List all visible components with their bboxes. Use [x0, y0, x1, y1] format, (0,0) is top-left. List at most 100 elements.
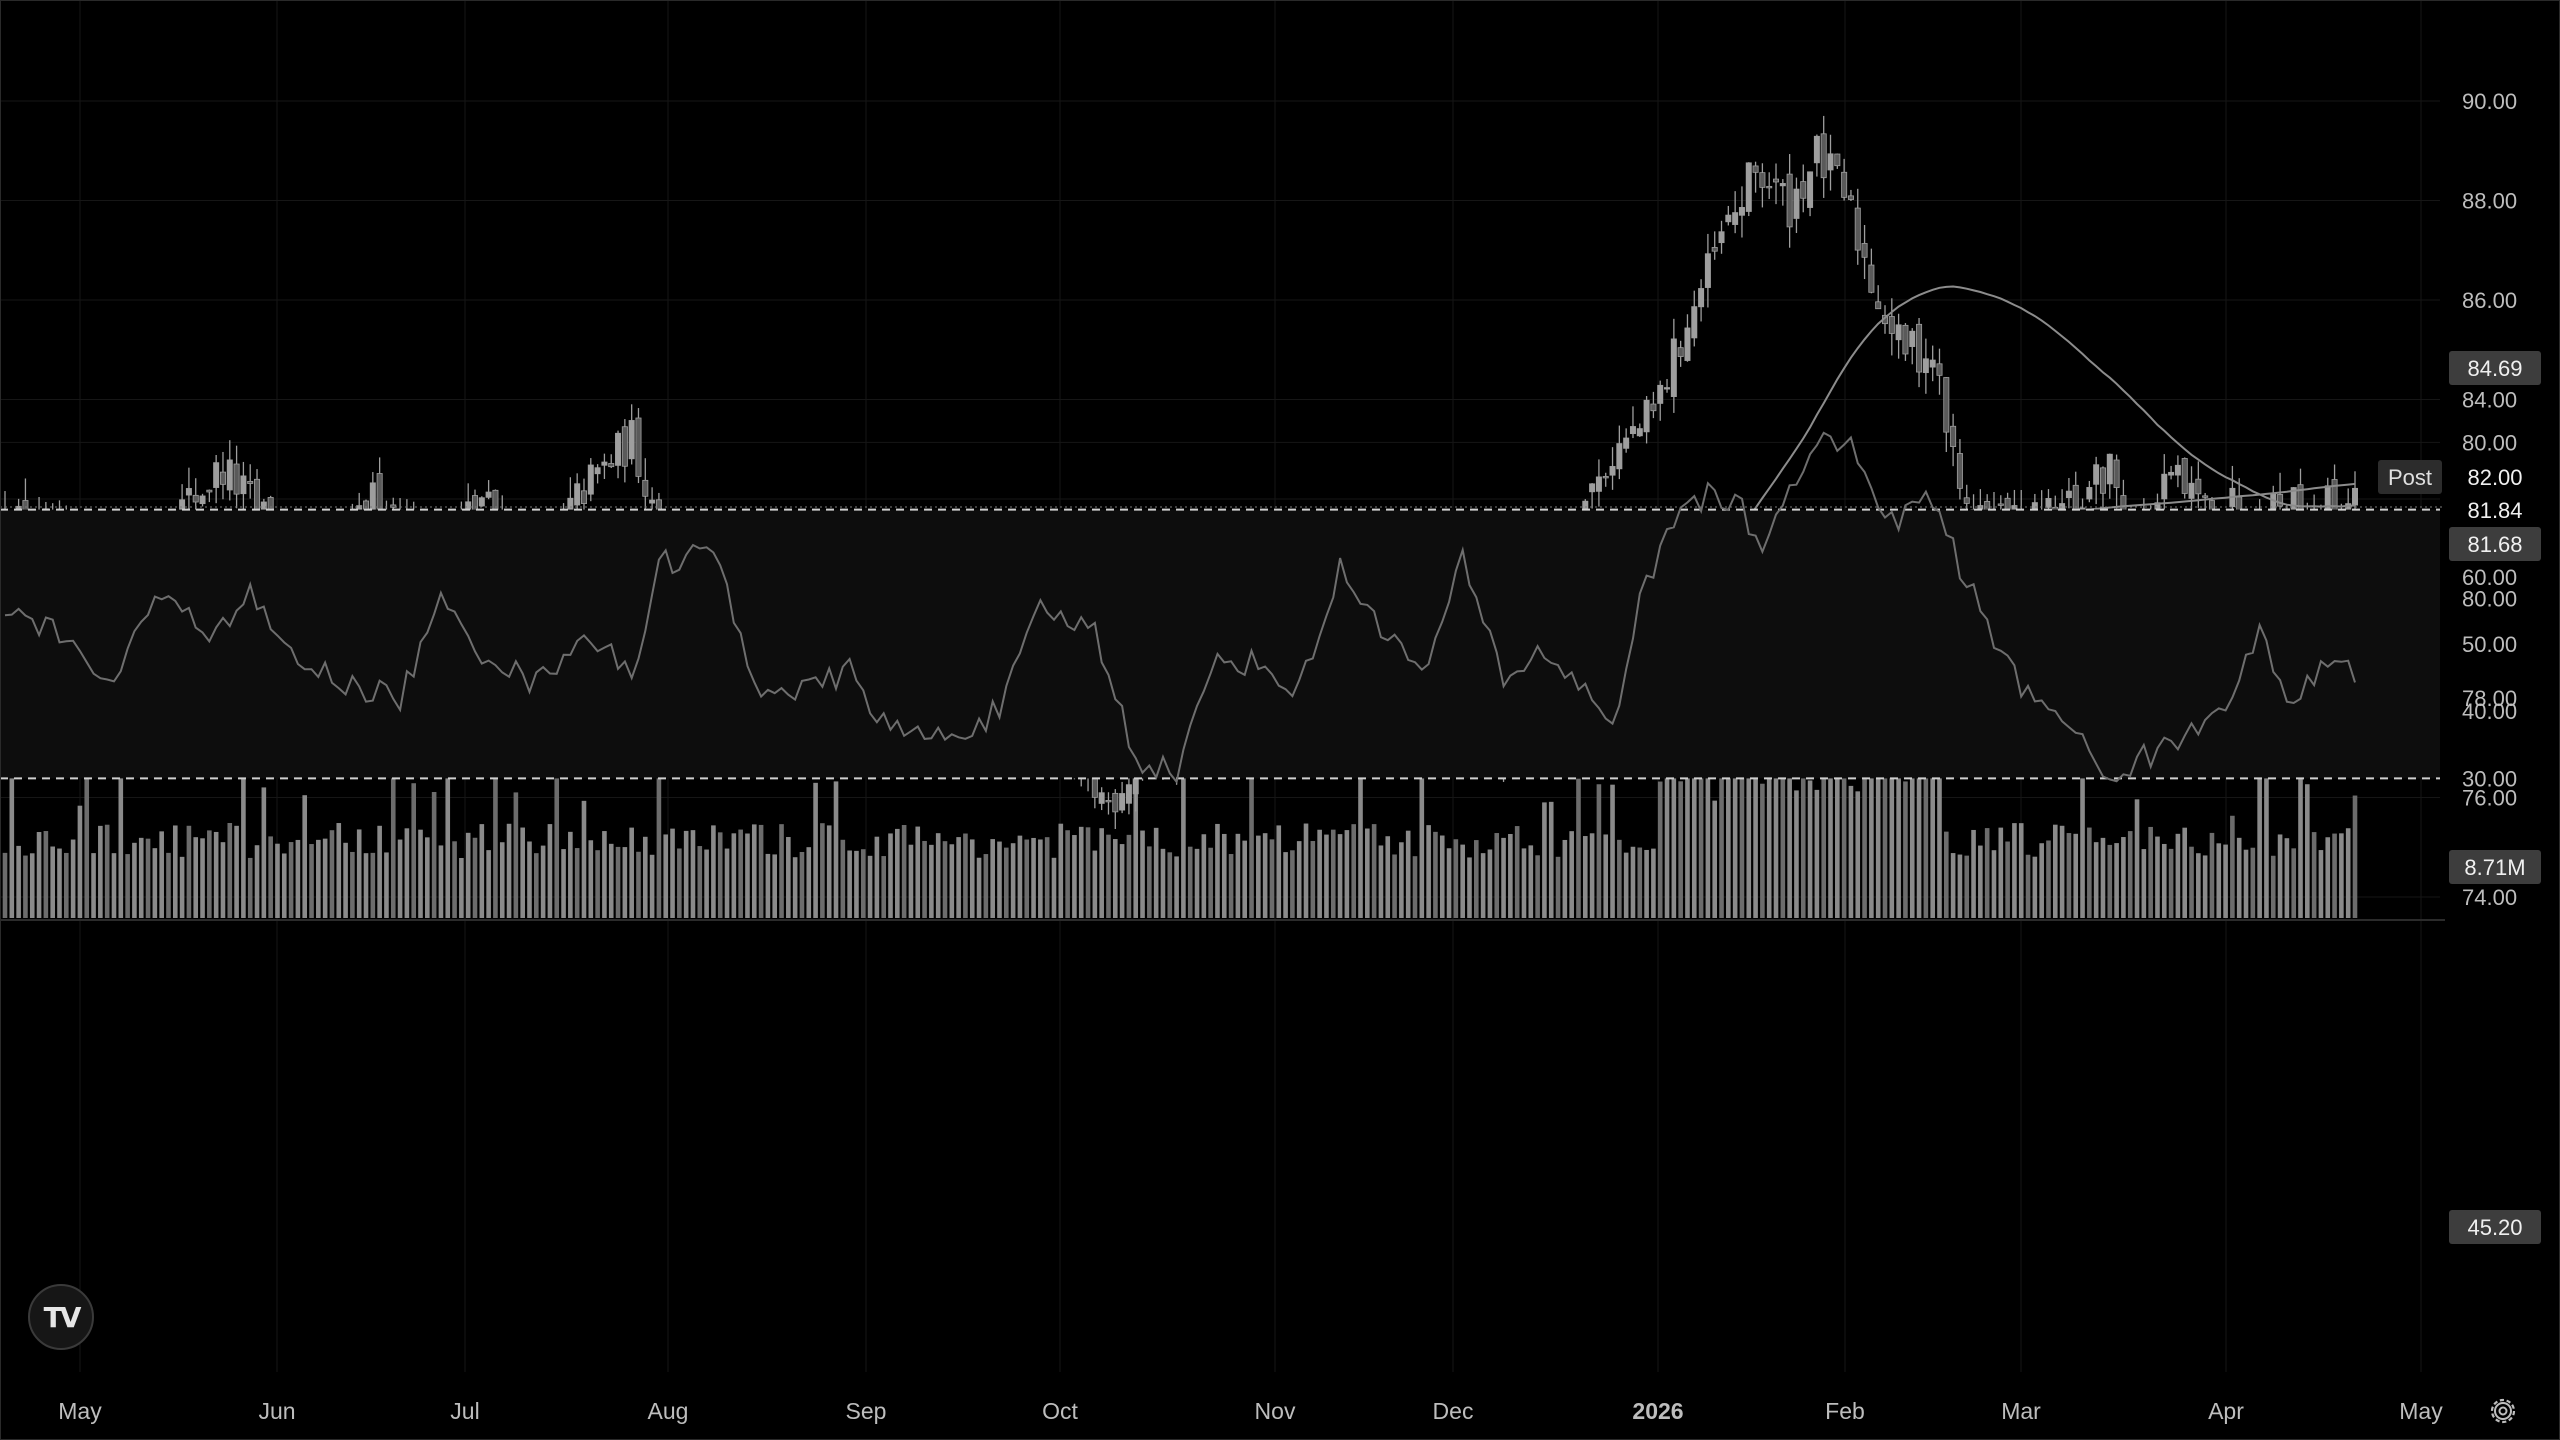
volume-bar: [1215, 823, 1220, 918]
candle-body: [1725, 214, 1732, 223]
gear-icon[interactable]: [2486, 1394, 2520, 1428]
volume-bar: [1330, 829, 1336, 918]
volume-bar: [1916, 764, 1922, 918]
volume-bar: [193, 837, 199, 918]
candle-body: [567, 497, 574, 512]
volume-bar: [1835, 768, 1840, 918]
candle-body: [1691, 306, 1698, 339]
volume-bar: [1283, 852, 1288, 918]
candle-body: [206, 489, 213, 493]
volume-bar: [2270, 855, 2276, 918]
volume-bar: [1480, 853, 1486, 918]
volume-bar: [2202, 855, 2208, 918]
time-tick-label: Oct: [1042, 1398, 1078, 1424]
sma-short-tag-bg: [2449, 351, 2541, 385]
volume-bar: [2250, 847, 2256, 918]
candle-body: [2113, 459, 2120, 488]
volume-bar: [1344, 830, 1350, 918]
volume-bar: [1971, 829, 1976, 918]
price-tags: 84.69 Post 82.00 81.84 81.68 8.71M 45.20: [2378, 351, 2541, 1244]
volume-bar: [377, 825, 382, 918]
candle-body: [1589, 483, 1596, 493]
volume-bar: [1371, 824, 1377, 918]
volume-bar: [983, 854, 989, 918]
volume-bar: [1467, 857, 1472, 918]
volume-bar: [1651, 848, 1656, 918]
volume-bar: [2277, 834, 2283, 918]
candle-body: [580, 490, 587, 504]
volume-bar: [895, 828, 900, 918]
volume-bar: [765, 853, 771, 918]
volume-bar: [186, 825, 192, 918]
price-tick-label: 90.00: [2462, 89, 2517, 114]
volume-bar: [207, 830, 212, 918]
volume-bar: [1031, 837, 1036, 918]
volume-bar: [929, 844, 934, 918]
candle-body: [1602, 476, 1609, 479]
candle-body: [2202, 495, 2209, 498]
volume-bar: [1794, 790, 1799, 918]
volume-bar: [1719, 752, 1724, 918]
volume-bar: [1126, 834, 1132, 918]
volume-bar: [854, 850, 859, 918]
time-tick-label: Dec: [1433, 1398, 1474, 1424]
volume-bar: [438, 845, 444, 918]
volume-bar: [2182, 827, 2188, 918]
rsi-tick-label: 60.00: [2462, 565, 2517, 590]
volume-bar: [1528, 845, 1534, 918]
volume-bar: [1405, 830, 1411, 918]
volume-bar: [1446, 848, 1452, 918]
candle-body: [240, 475, 247, 495]
volume-bar: [1991, 850, 1997, 918]
volume-bar: [1392, 854, 1397, 918]
candle-body: [615, 432, 622, 466]
volume-bar: [1882, 752, 1888, 918]
volume-bar: [1038, 839, 1043, 918]
tradingview-logo-icon[interactable]: TV: [28, 1284, 94, 1350]
candle-body: [485, 491, 492, 498]
volume-bar: [213, 831, 219, 918]
candle-body: [1636, 428, 1643, 437]
volume-bar: [1746, 749, 1752, 918]
volume-bar: [1010, 843, 1016, 918]
volume-bar: [1698, 742, 1704, 918]
volume-bar: [1773, 759, 1779, 918]
volume-bar: [1978, 845, 1983, 918]
volume-bar: [241, 775, 246, 918]
candle-body: [1875, 301, 1882, 310]
volume-bar: [23, 855, 28, 918]
time-tick-label: May: [58, 1398, 102, 1424]
candle-body: [2168, 471, 2175, 476]
volume-bar: [1160, 848, 1166, 918]
candle-body: [1793, 188, 1800, 219]
volume-bar: [1385, 836, 1391, 918]
volume-bar: [2093, 842, 2099, 918]
candle-body: [2086, 487, 2093, 500]
volume-bar: [1208, 847, 1213, 918]
volume-bar: [1903, 781, 1908, 918]
volume-bar: [2121, 837, 2126, 918]
volume-bar: [302, 795, 308, 918]
candle-body: [2065, 490, 2072, 499]
candle-body: [192, 494, 199, 503]
candle-body: [1854, 207, 1861, 251]
volume-bar: [697, 846, 703, 918]
time-tick-label: Jul: [450, 1398, 479, 1424]
candle-body: [587, 464, 594, 495]
volume-bar: [1174, 856, 1179, 918]
volume-bar: [1603, 834, 1609, 918]
volume-bar: [1542, 802, 1547, 918]
volume-bar: [915, 826, 921, 918]
volume-bar: [663, 834, 669, 918]
volume-bar: [574, 848, 580, 918]
volume-bar: [2257, 771, 2262, 918]
volume-bar: [1487, 849, 1493, 918]
volume-bar: [2189, 846, 2194, 918]
volume-bar: [1691, 717, 1697, 918]
candle-body: [2099, 467, 2106, 494]
volume-bar: [57, 848, 62, 918]
rsi-tick-label: 30.00: [2462, 766, 2517, 791]
volume-bar: [1501, 837, 1506, 918]
rsi-value-tag: 45.20: [2467, 1215, 2522, 1240]
